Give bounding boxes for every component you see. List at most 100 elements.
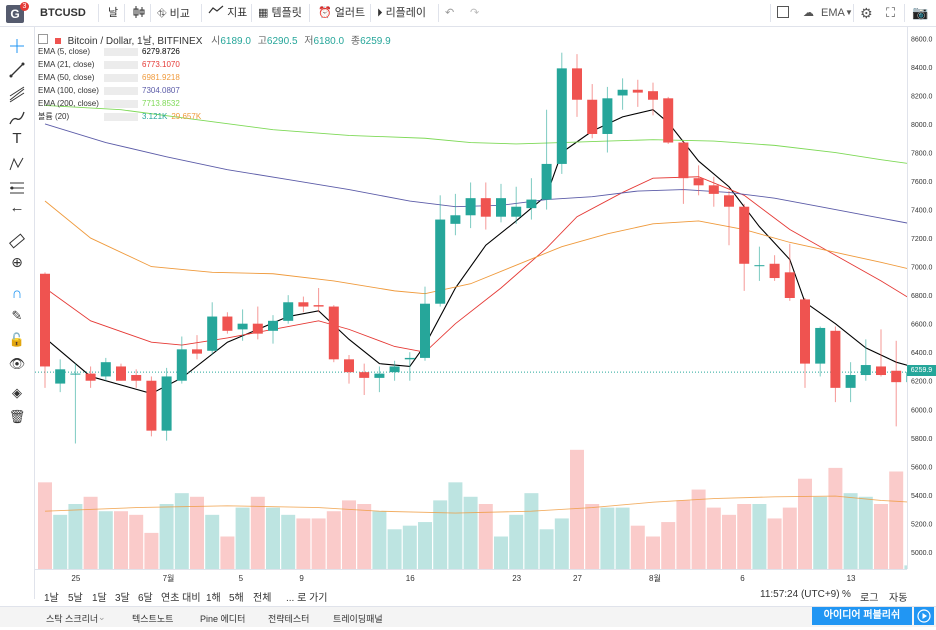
ruler-icon[interactable] <box>7 232 27 250</box>
legend-row[interactable]: 볼륨 (20) 3.121K 29.657K <box>38 110 201 123</box>
indicators-button[interactable]: 지표 <box>208 4 247 22</box>
templates-button[interactable]: ▦ 템플릿 <box>258 4 302 22</box>
legend-row[interactable]: EMA (200, close) 7713.8532 <box>38 97 201 110</box>
volume-bar <box>554 518 569 569</box>
text-icon[interactable]: T <box>12 130 22 147</box>
legend-controls[interactable] <box>104 47 138 56</box>
eye-icon[interactable]: 👁 <box>8 356 26 371</box>
price-axis[interactable]: 8600.0 8400.0 8200.0 8000.0 7800.0 7600.0 7400… <box>907 27 936 569</box>
pitchfork-icon[interactable] <box>7 85 27 103</box>
close-label: 종 <box>350 36 361 47</box>
symbol-search[interactable]: BTCUSD <box>40 7 86 19</box>
lock-drawing-icon[interactable]: ✎ <box>11 308 23 323</box>
legend-value: 6981.9218 <box>142 73 180 82</box>
volume-bar <box>38 482 52 569</box>
legend-row[interactable]: EMA (100, close) 7304.0807 <box>38 84 201 97</box>
candle-body <box>146 380 157 431</box>
prediction-icon[interactable] <box>7 179 27 197</box>
log-toggle[interactable]: 로그 <box>860 593 879 604</box>
zoom-in-icon[interactable]: ⊕ <box>11 254 23 270</box>
magnet-icon[interactable]: ∩ <box>11 285 23 302</box>
volume-bar <box>296 518 311 569</box>
candle-body <box>207 316 218 351</box>
candle-body <box>480 198 491 217</box>
legend-row[interactable]: EMA (50, close) 6981.9218 <box>38 71 201 84</box>
tab-text-notes[interactable]: 텍스트노트 <box>132 614 174 624</box>
candle-body <box>435 219 446 304</box>
range-1d[interactable]: 1날 <box>44 593 59 604</box>
volume-bar <box>159 504 174 569</box>
saved-layout-name[interactable]: EMA <box>821 7 845 19</box>
legend-row[interactable]: EMA (5, close) 6279.8726 <box>38 45 201 58</box>
chart-title: Bitcoin / Dollar, 1날, BITFINEX <box>67 36 203 47</box>
tab-stock-screener[interactable]: 스탁 스크리너 <box>46 614 99 624</box>
high-value: 6290.5 <box>266 36 298 47</box>
legend-row[interactable]: EMA (21, close) 6773.1070 <box>38 58 201 71</box>
candle-body <box>100 362 111 377</box>
interval-selector[interactable]: 날 <box>108 7 119 19</box>
candle-body <box>298 302 309 307</box>
legend-controls[interactable] <box>104 86 138 95</box>
clock[interactable]: 11:57:24 (UTC+9) <box>760 589 840 600</box>
range-ytd[interactable]: 연초 대비 <box>161 593 201 604</box>
brush-icon[interactable] <box>7 109 27 127</box>
legend-controls[interactable] <box>104 73 138 82</box>
compare-button[interactable]: ⛗ 비교 <box>157 4 190 22</box>
chart-canvas[interactable] <box>35 27 919 569</box>
crosshair-icon[interactable] <box>7 37 27 55</box>
range-5d[interactable]: 5날 <box>68 593 83 604</box>
range-6m[interactable]: 6달 <box>138 593 153 604</box>
candle-body <box>359 372 370 378</box>
time-axis[interactable]: 25 7월 5 9 16 23 27 8월 6 13 <box>35 569 907 586</box>
volume-bar <box>68 504 83 569</box>
publish-idea-button[interactable]: 아이디어 퍼블리쉬 <box>812 607 912 625</box>
candle-body <box>830 330 841 388</box>
legend-controls[interactable] <box>104 99 138 108</box>
tab-pine-editor[interactable]: Pine 에디터 <box>200 614 246 624</box>
legend-controls[interactable] <box>104 60 138 69</box>
pattern-icon[interactable] <box>7 155 27 173</box>
replay-button[interactable]: ⏵ 리플레이 <box>377 4 426 22</box>
chart-type-button[interactable] <box>132 4 146 22</box>
volume-bar <box>813 496 828 569</box>
range-1m[interactable]: 1달 <box>92 593 107 604</box>
time-tick-label: 25 <box>71 574 80 583</box>
trend-line-icon[interactable] <box>7 61 27 79</box>
range-5y[interactable]: 5해 <box>229 593 244 604</box>
ema-line <box>44 495 912 514</box>
candle-body <box>252 323 263 334</box>
range-all[interactable]: 전체 <box>253 593 272 604</box>
undo-icon[interactable]: ↶ <box>445 7 455 19</box>
chevron-down-icon[interactable]: ▼ <box>845 8 853 17</box>
collapse-icon[interactable] <box>38 34 48 44</box>
goto-date-button[interactable]: ... 로 가기 <box>286 593 328 604</box>
volume-bar <box>205 514 220 569</box>
play-button[interactable] <box>914 607 934 625</box>
chevron-down-icon[interactable]: ⌄ <box>98 612 106 622</box>
volume-bar <box>798 478 812 569</box>
fullscreen-icon[interactable]: ⛶ <box>886 5 896 20</box>
price-tick-label: 6600.0 <box>911 322 933 329</box>
gear-icon[interactable]: ⚙ <box>860 5 873 21</box>
percent-toggle[interactable]: % <box>842 589 851 600</box>
range-1y[interactable]: 1해 <box>206 593 221 604</box>
redo-icon[interactable]: ↷ <box>470 7 480 19</box>
layout-icon[interactable] <box>777 6 789 18</box>
arrow-left-icon[interactable]: ← <box>9 199 25 216</box>
legend-controls[interactable] <box>104 112 138 121</box>
account-avatar[interactable]: G <box>6 5 24 23</box>
tab-strategy-tester[interactable]: 전략테스터 <box>268 614 310 624</box>
lock-icon[interactable]: 🔓 <box>8 332 26 347</box>
candle-body <box>769 263 780 279</box>
candle-body <box>678 142 689 179</box>
candle-body <box>268 320 278 331</box>
layers-icon[interactable]: ◈ <box>12 385 22 400</box>
auto-toggle[interactable]: 자동 <box>889 593 908 604</box>
trash-icon[interactable]: 🗑 <box>8 409 26 424</box>
alerts-button[interactable]: ⏰ 얼러트 <box>318 4 365 22</box>
candle-body <box>237 323 248 330</box>
main-chart[interactable] <box>35 27 919 569</box>
camera-icon[interactable]: 📷 <box>912 5 929 20</box>
tab-trading-panel[interactable]: 트레이딩패널 <box>333 614 383 624</box>
range-3m[interactable]: 3달 <box>115 593 130 604</box>
